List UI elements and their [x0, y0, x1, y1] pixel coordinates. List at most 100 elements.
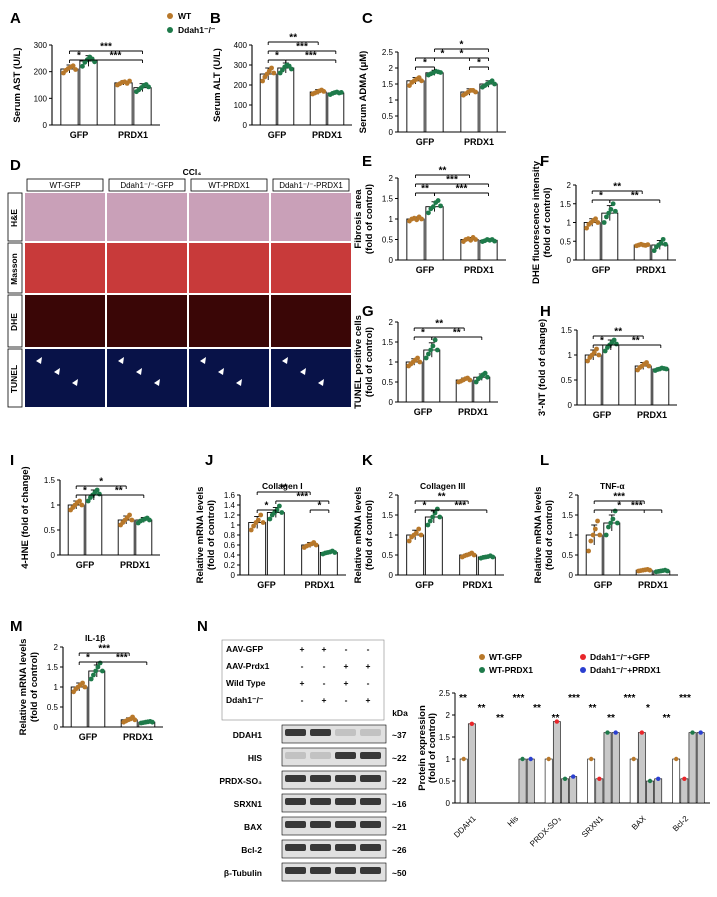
y-axis-title: (fold of control) — [29, 652, 40, 722]
sig-label: ** — [280, 483, 288, 494]
y-axis-title: DHE fluorescence intensity — [531, 160, 542, 284]
y-tick-label: 0.8 — [224, 531, 236, 540]
x-category-label: GFP — [76, 560, 95, 570]
sig-label: ** — [421, 184, 429, 195]
y-tick-label: 2.5 — [382, 48, 394, 57]
data-point — [438, 203, 443, 209]
y-tick-label: 1 — [389, 358, 394, 367]
y-tick-label: 0.5 — [47, 703, 59, 712]
blot-band — [335, 729, 356, 736]
panel-F: F 0 0.5 1 1.5 2 DHE fluorescence intensity (fol… — [531, 153, 676, 284]
y-tick-label: 1 — [568, 351, 573, 360]
y-tick-label: 0 — [54, 723, 59, 732]
data-point — [415, 355, 420, 361]
row-header-label: H&E — [9, 209, 19, 227]
data-point — [611, 337, 617, 343]
bar — [85, 494, 103, 556]
x-category-label: Bcl-2 — [671, 814, 691, 834]
sig-label: *** — [513, 693, 525, 704]
sig-label: ** — [533, 703, 541, 714]
x-category-label: PRDX1 — [312, 130, 342, 140]
data-point — [416, 526, 422, 532]
panel-K: K 0 0.5 1 1.5 2 Relative mRNA levels (fold of c… — [353, 452, 504, 590]
data-point — [94, 487, 100, 493]
column-header-box — [190, 178, 268, 192]
x-category-label: His — [506, 814, 521, 829]
data-point — [413, 530, 419, 536]
blot-band — [310, 821, 331, 828]
data-point — [492, 238, 497, 244]
blot-band — [310, 844, 331, 851]
data-point — [473, 237, 478, 242]
data-point — [554, 719, 560, 724]
data-point — [267, 516, 273, 522]
sig-label: ** — [613, 182, 621, 193]
y-axis-title: 3'-NT (fold of change) — [537, 319, 548, 416]
condition-label: AAV-GFP — [226, 644, 263, 654]
y-tick-label: 0 — [51, 551, 56, 560]
column-header-box — [26, 178, 104, 192]
data-point — [79, 502, 85, 508]
condition-label: AAV-Prdx1 — [226, 661, 270, 671]
data-point — [127, 512, 132, 518]
bar — [611, 732, 620, 804]
data-point — [427, 518, 433, 524]
sig-label: *** — [631, 501, 643, 512]
sig-label: *** — [296, 42, 308, 53]
conditions-table — [221, 639, 385, 721]
sig-label: * — [477, 58, 481, 69]
panel-J: J 00.20.40.60.811.21.41.6 Relative mRNA le… — [195, 452, 346, 590]
condition-value: - — [345, 644, 348, 654]
data-point — [423, 355, 429, 361]
sig-label: ** — [552, 713, 560, 724]
data-point — [469, 721, 475, 726]
micrograph — [189, 243, 269, 293]
tunel-arrowhead — [118, 357, 124, 364]
data-point — [594, 346, 599, 352]
sig-label: ** — [289, 33, 297, 44]
y-tick-label: 2 — [389, 64, 394, 73]
y-tick-label: 0 — [389, 571, 394, 580]
data-point — [255, 517, 261, 523]
tunel-arrowhead — [200, 357, 206, 364]
panel-letter-J: J — [205, 452, 213, 469]
condition-value: - — [301, 661, 304, 671]
y-tick-label: 200 — [234, 81, 248, 90]
data-point — [615, 520, 620, 526]
y-tick-label: 0 — [567, 256, 572, 265]
condition-label: Wild Type — [226, 678, 266, 688]
sig-label: ** — [115, 486, 123, 497]
blot-label: PRDX-SO₃ — [219, 776, 262, 786]
data-point — [417, 359, 423, 365]
tunel-arrowhead — [282, 357, 288, 364]
condition-value: + — [322, 644, 327, 654]
data-point — [279, 510, 285, 515]
data-point — [260, 78, 265, 84]
x-category-label: PRDX1 — [637, 410, 667, 420]
sig-label: * — [599, 191, 603, 202]
blot-kda-label: ~16 — [392, 799, 407, 809]
sig-label: *** — [110, 51, 122, 62]
y-axis-title: (fold of control) — [364, 500, 375, 570]
x-category-label: PRDX1 — [462, 580, 492, 590]
blot-band — [285, 844, 306, 851]
condition-value: + — [344, 678, 349, 688]
y-tick-label: 1.5 — [439, 733, 451, 742]
sig-label: *** — [116, 653, 128, 664]
sig-label: ** — [435, 319, 443, 330]
data-point — [471, 552, 477, 558]
y-tick-label: 1.5 — [561, 326, 573, 335]
data-point — [631, 756, 636, 762]
data-point — [77, 498, 82, 504]
blot-band — [360, 775, 381, 782]
sig-label: * — [423, 58, 427, 69]
blot-band — [285, 729, 306, 736]
data-point — [606, 210, 612, 216]
y-tick-label: 2 — [389, 174, 394, 183]
panel-d-header: CCl₄ — [183, 167, 202, 177]
y-tick-label: 0.4 — [224, 551, 236, 560]
legend-label: WT-GFP — [489, 652, 522, 662]
blot-label: HIS — [248, 753, 263, 763]
data-point — [313, 542, 319, 548]
panel-letter-E: E — [362, 153, 372, 170]
